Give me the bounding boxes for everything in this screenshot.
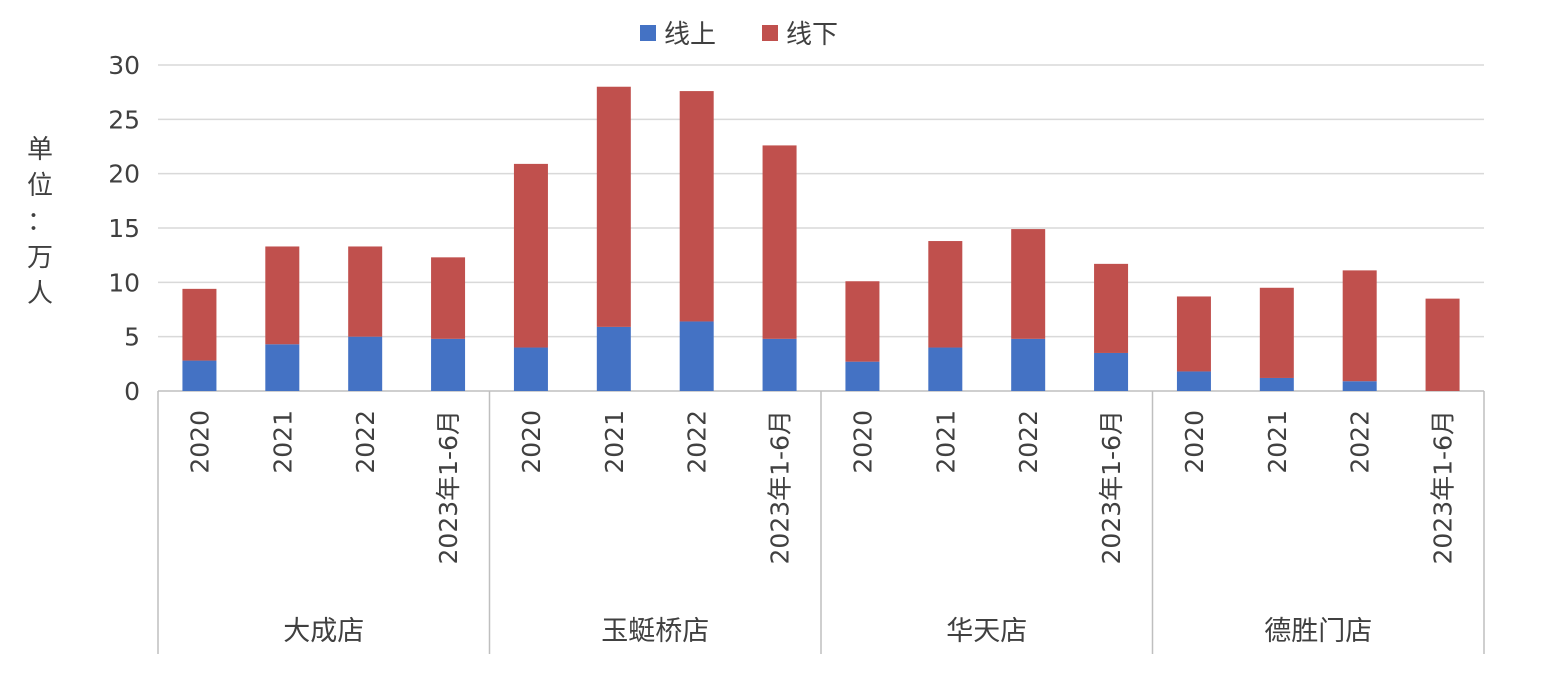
bar-online xyxy=(182,360,217,391)
x-tick-label: 2021 xyxy=(600,410,629,474)
bar-offline xyxy=(1011,229,1046,339)
bar-online xyxy=(845,361,880,391)
bar-online xyxy=(1342,381,1377,391)
y-axis-label-char: 位 xyxy=(26,171,53,201)
x-tick-label: 2022 xyxy=(1014,410,1043,474)
legend-label-offline: 线下 xyxy=(786,20,839,50)
bar-online xyxy=(265,344,300,391)
y-axis-label-char: 单 xyxy=(26,135,53,165)
bar-offline xyxy=(348,246,383,337)
bar-online xyxy=(513,347,548,391)
y-tick-label: 25 xyxy=(108,105,140,134)
legend-swatch-online xyxy=(640,24,656,41)
y-tick-label: 20 xyxy=(108,160,140,189)
bar-offline xyxy=(762,145,797,339)
x-tick-label: 2021 xyxy=(268,410,297,474)
x-tick-label: 2020 xyxy=(517,410,546,474)
x-tick-label: 2020 xyxy=(1180,410,1209,474)
bar-offline xyxy=(265,246,300,345)
group-label: 华天店 xyxy=(946,616,1027,647)
bar-offline xyxy=(928,241,963,348)
bar-offline xyxy=(1425,298,1460,391)
group-label: 大成店 xyxy=(283,616,364,647)
bar-online xyxy=(762,338,797,391)
bar-online xyxy=(928,347,963,391)
bar-online xyxy=(1011,338,1046,391)
legend-item-offline: 线下 xyxy=(762,14,838,51)
x-tick-label: 2023年1-6月 xyxy=(1097,410,1126,564)
bar-online xyxy=(1176,371,1211,391)
x-tick-label: 2023年1-6月 xyxy=(766,410,795,564)
group-label: 玉蜓桥店 xyxy=(601,616,709,647)
legend: 线上 线下 xyxy=(640,14,838,51)
bar-online xyxy=(1094,352,1129,391)
bar-online xyxy=(596,326,631,391)
bar-offline xyxy=(1176,296,1211,372)
bar-online xyxy=(679,321,714,391)
x-tick-label: 2020 xyxy=(848,410,877,474)
bar-online xyxy=(1259,377,1294,391)
x-tick-label: 2023年1-6月 xyxy=(1429,410,1458,564)
x-tick-label: 2022 xyxy=(1346,410,1375,474)
y-tick-label: 30 xyxy=(108,51,140,80)
bar-offline xyxy=(845,281,880,362)
y-tick-label: 10 xyxy=(108,268,140,297)
bar-online xyxy=(348,336,383,391)
x-tick-label: 2021 xyxy=(931,410,960,474)
x-tick-label: 2020 xyxy=(185,410,214,474)
bar-offline xyxy=(1342,270,1377,382)
group-label: 德胜门店 xyxy=(1264,616,1372,647)
x-tick-label: 2023年1-6月 xyxy=(434,410,463,564)
y-axis-label-char: 人 xyxy=(26,279,53,309)
x-tick-label: 2021 xyxy=(1263,410,1292,474)
y-tick-label: 15 xyxy=(108,214,140,243)
x-tick-label: 2022 xyxy=(683,410,712,474)
bar-offline xyxy=(596,86,631,327)
y-tick-label: 0 xyxy=(124,377,140,406)
x-tick-label: 2022 xyxy=(351,410,380,474)
legend-item-online: 线上 xyxy=(640,14,716,51)
legend-swatch-offline xyxy=(762,24,779,41)
bar-offline xyxy=(679,91,714,322)
bar-offline xyxy=(1094,263,1129,353)
bar-offline xyxy=(431,257,466,339)
y-axis-label: 单 位 ： 万 人 xyxy=(22,132,58,312)
y-axis-label-char: ： xyxy=(26,207,53,237)
y-axis-label-char: 万 xyxy=(26,243,53,273)
bar-online xyxy=(431,338,466,391)
bar-offline xyxy=(513,163,548,348)
bar-offline xyxy=(1259,287,1294,378)
legend-label-online: 线上 xyxy=(664,20,717,50)
bar-offline xyxy=(182,288,217,361)
y-tick-label: 5 xyxy=(124,323,140,352)
